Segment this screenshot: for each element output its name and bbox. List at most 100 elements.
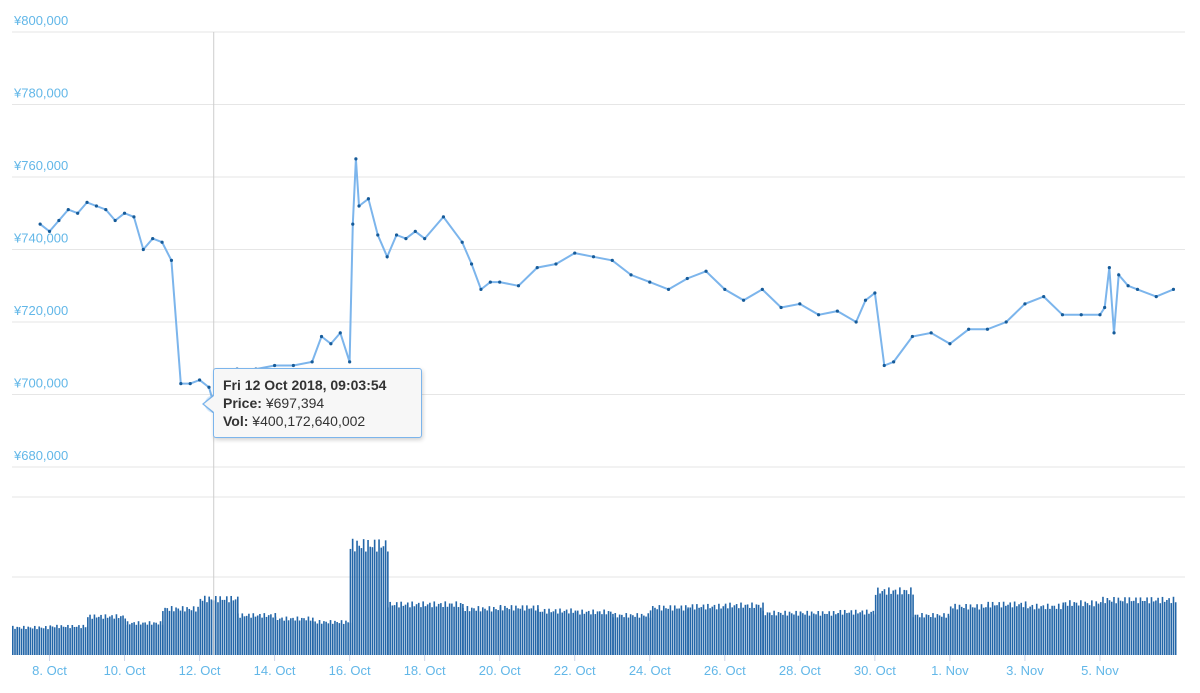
price-point (1103, 305, 1107, 310)
volume-bar (195, 611, 197, 655)
volume-bar (667, 608, 669, 655)
volume-bar (890, 593, 892, 655)
volume-bar (411, 601, 413, 655)
volume-bar (279, 618, 281, 655)
volume-bar (583, 613, 586, 655)
volume-bar (481, 607, 484, 655)
volume-bar (111, 615, 113, 655)
volume-bar (996, 605, 998, 655)
volume-bar (1152, 601, 1155, 655)
price-point (460, 240, 464, 244)
price-y-axis: ¥680,000 ¥700,000 ¥720,000 ¥740,000 ¥760,000… (13, 13, 68, 463)
volume-bar (658, 605, 661, 655)
volume-bar (1033, 609, 1036, 655)
volume-bar (115, 614, 118, 655)
volume-bar (221, 599, 224, 655)
volume-bar (1071, 605, 1073, 655)
volume-bar (1124, 597, 1126, 655)
price-point (666, 287, 671, 291)
price-point (741, 298, 746, 302)
price-point (169, 258, 174, 262)
volume-bar (144, 622, 146, 655)
volume-bar (256, 615, 259, 655)
volume-bar (614, 613, 617, 655)
price-point (404, 237, 408, 241)
volume-bar (1051, 605, 1053, 655)
volume-bar (910, 587, 912, 655)
volume-bar (190, 610, 193, 655)
x-tick-label: 10. Oct (104, 663, 146, 678)
volume-bar (1077, 605, 1080, 655)
volume-bar (347, 622, 349, 655)
price-point (1117, 273, 1121, 277)
price-point (1042, 295, 1046, 299)
volume-bar (793, 614, 795, 655)
volume-bar (214, 595, 217, 655)
volume-bar (298, 620, 301, 655)
tooltip-price-label: Price: (223, 395, 262, 411)
volume-bar (239, 617, 241, 655)
volume-bar (943, 613, 945, 655)
volume-bar (25, 629, 27, 655)
volume-bar (749, 607, 751, 655)
volume-bar (175, 607, 177, 655)
volume-bar (576, 610, 579, 655)
volume-bar (956, 609, 959, 655)
volume-bar (636, 613, 639, 655)
price-point (385, 255, 389, 259)
volume-bar (903, 589, 906, 655)
volume-bar (261, 617, 263, 655)
volume-bar (693, 609, 696, 655)
volume-bar (477, 606, 480, 655)
volume-bar (27, 626, 29, 655)
volume-bar (526, 605, 528, 655)
volume-bar (225, 596, 228, 655)
price-point (573, 251, 577, 255)
price-point (376, 233, 380, 237)
volume-bar (73, 626, 76, 655)
volume-bar (649, 610, 652, 655)
volume-bar (980, 604, 983, 655)
price-point (882, 363, 886, 368)
volume-bar (523, 610, 526, 655)
volume-bar (1172, 596, 1175, 655)
volume-bar (885, 594, 888, 655)
volume-bar (201, 600, 204, 655)
volume-bar (417, 602, 420, 655)
volume-bar (60, 625, 63, 655)
volume-bar (782, 614, 784, 655)
price-point (66, 208, 70, 212)
volume-bar (837, 613, 839, 655)
volume-bar (1093, 606, 1095, 655)
volume-bar (901, 594, 903, 655)
volume-bar (448, 603, 451, 655)
volume-bar (1027, 608, 1029, 655)
volume-bar (78, 625, 80, 655)
volume-bar (1170, 603, 1173, 655)
price-point (629, 273, 633, 277)
volume-bar (554, 609, 557, 655)
price-point (892, 360, 896, 364)
price-point (319, 334, 324, 339)
volume-bar (585, 611, 588, 655)
tooltip-price-value: ¥697,394 (265, 395, 325, 411)
x-tick-label: 16. Oct (329, 663, 371, 678)
volume-bar (459, 603, 462, 655)
volume-bar (71, 625, 74, 655)
volume-bar (389, 601, 391, 655)
volume-bar (164, 607, 166, 655)
volume-bar (455, 601, 458, 655)
volume-bar (31, 628, 34, 655)
volume-bar (49, 625, 52, 655)
price-point (85, 200, 89, 204)
volume-bar (799, 611, 802, 655)
price-point (76, 211, 80, 215)
volume-bar (724, 603, 727, 655)
volume-bar (1119, 600, 1122, 655)
tooltip-vol-row: Vol: ¥400,172,640,002 (223, 412, 421, 430)
price-point (854, 320, 858, 324)
volume-bar (382, 546, 385, 655)
volume-bar (153, 622, 155, 655)
volume-bar (1016, 606, 1018, 655)
